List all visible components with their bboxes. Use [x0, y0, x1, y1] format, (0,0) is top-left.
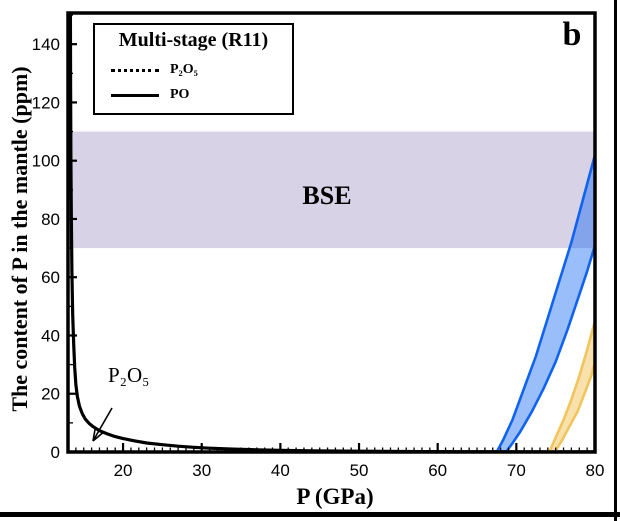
figure-border-right — [614, 0, 617, 521]
plot-inner — [68, 13, 595, 452]
y-axis-title: The content of P in the mantle (ppm) — [7, 66, 32, 412]
legend-label-po: PO — [170, 87, 190, 102]
x-tick-label: 40 — [271, 461, 290, 480]
tick-labels: 20 30 40 50 60 70 80 0 20 40 60 80 100 120 140 — [32, 35, 605, 480]
x-axis-title: P (GPa) — [296, 484, 374, 509]
x-tick-label: 70 — [507, 461, 526, 480]
legend-box: Multi-stage (R11) P₂O₅ PO — [93, 23, 294, 115]
y-tick-label: 80 — [41, 210, 60, 229]
blue-wedge — [495, 153, 595, 452]
x-tick-label: 60 — [428, 461, 447, 480]
y-tick-label: 40 — [41, 326, 60, 345]
x-tick-label: 80 — [586, 461, 605, 480]
panel-letter: b — [562, 16, 582, 53]
x-tick-label: 50 — [350, 461, 369, 480]
y-tick-label: 0 — [51, 443, 60, 462]
y-tick-label: 100 — [32, 152, 60, 171]
dotted-line-sample — [111, 68, 159, 72]
x-tick-label: 30 — [192, 461, 211, 480]
legend-item-p2o5: P₂O₅ — [111, 63, 292, 77]
bse-band — [68, 131, 595, 249]
yellow-wedge — [548, 319, 595, 452]
legend-title: Multi-stage (R11) — [118, 29, 269, 51]
p2o5-arrow — [92, 407, 113, 442]
y-tick-label: 20 — [41, 385, 60, 404]
y-tick-label: 120 — [32, 93, 60, 112]
solid-line-sample — [111, 93, 159, 97]
y-tick-label: 140 — [32, 35, 60, 54]
y-tick-label: 60 — [41, 268, 60, 287]
p2o5-curve-label: P₂O₅ — [108, 363, 150, 387]
plot-frame — [66, 11, 597, 454]
bse-band-label: BSE — [302, 181, 352, 210]
legend-item-po: PO — [111, 88, 292, 102]
figure-border-bottom — [0, 512, 620, 517]
x-tick-label: 20 — [114, 461, 133, 480]
legend-label-p2o5: P₂O₅ — [170, 62, 198, 77]
